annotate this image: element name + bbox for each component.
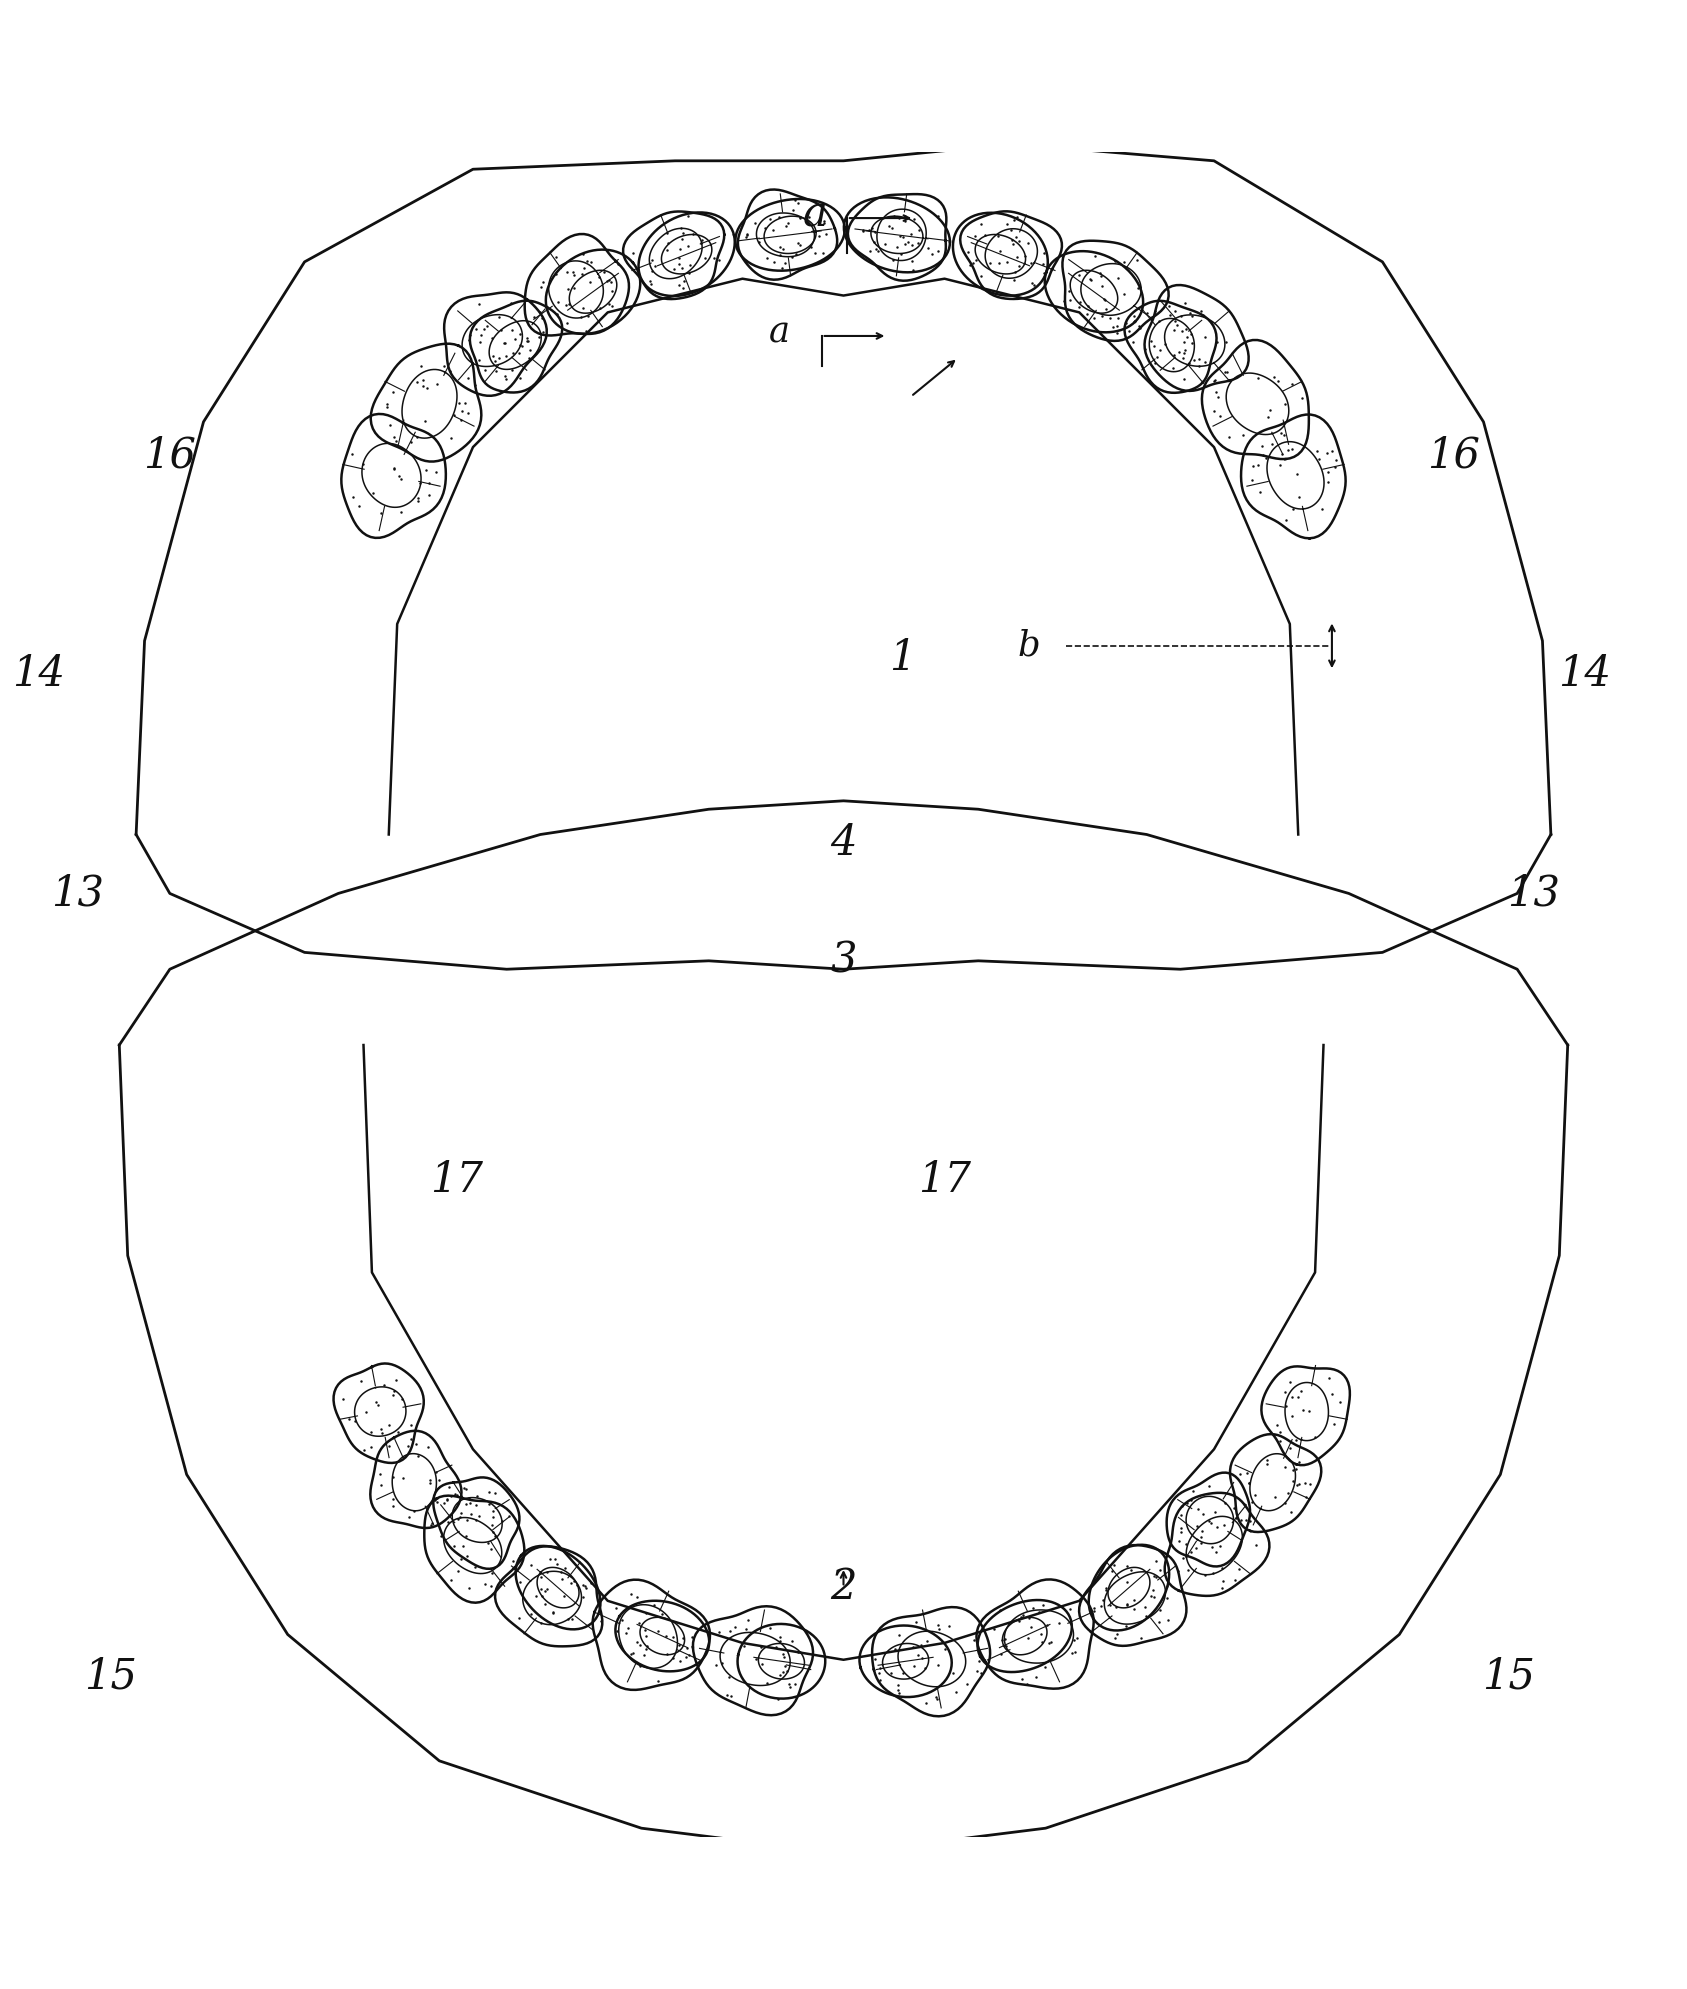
Text: b: b [1017, 629, 1041, 662]
Text: 2: 2 [830, 1567, 857, 1609]
Text: 1: 1 [889, 636, 916, 678]
Text: 15: 15 [1483, 1655, 1535, 1697]
Text: 13: 13 [1508, 873, 1560, 915]
Text: 14: 14 [1559, 654, 1611, 696]
Text: 15: 15 [84, 1655, 137, 1697]
Text: 17: 17 [918, 1160, 972, 1201]
Text: 17: 17 [430, 1160, 482, 1201]
Text: 13: 13 [51, 873, 103, 915]
Text: 16: 16 [1427, 434, 1479, 477]
Text: 14: 14 [12, 654, 64, 696]
Text: 16: 16 [143, 434, 196, 477]
Text: a: a [769, 316, 790, 350]
Text: 3: 3 [830, 941, 857, 983]
Text: 4: 4 [830, 821, 857, 863]
Text: a: a [803, 193, 827, 237]
